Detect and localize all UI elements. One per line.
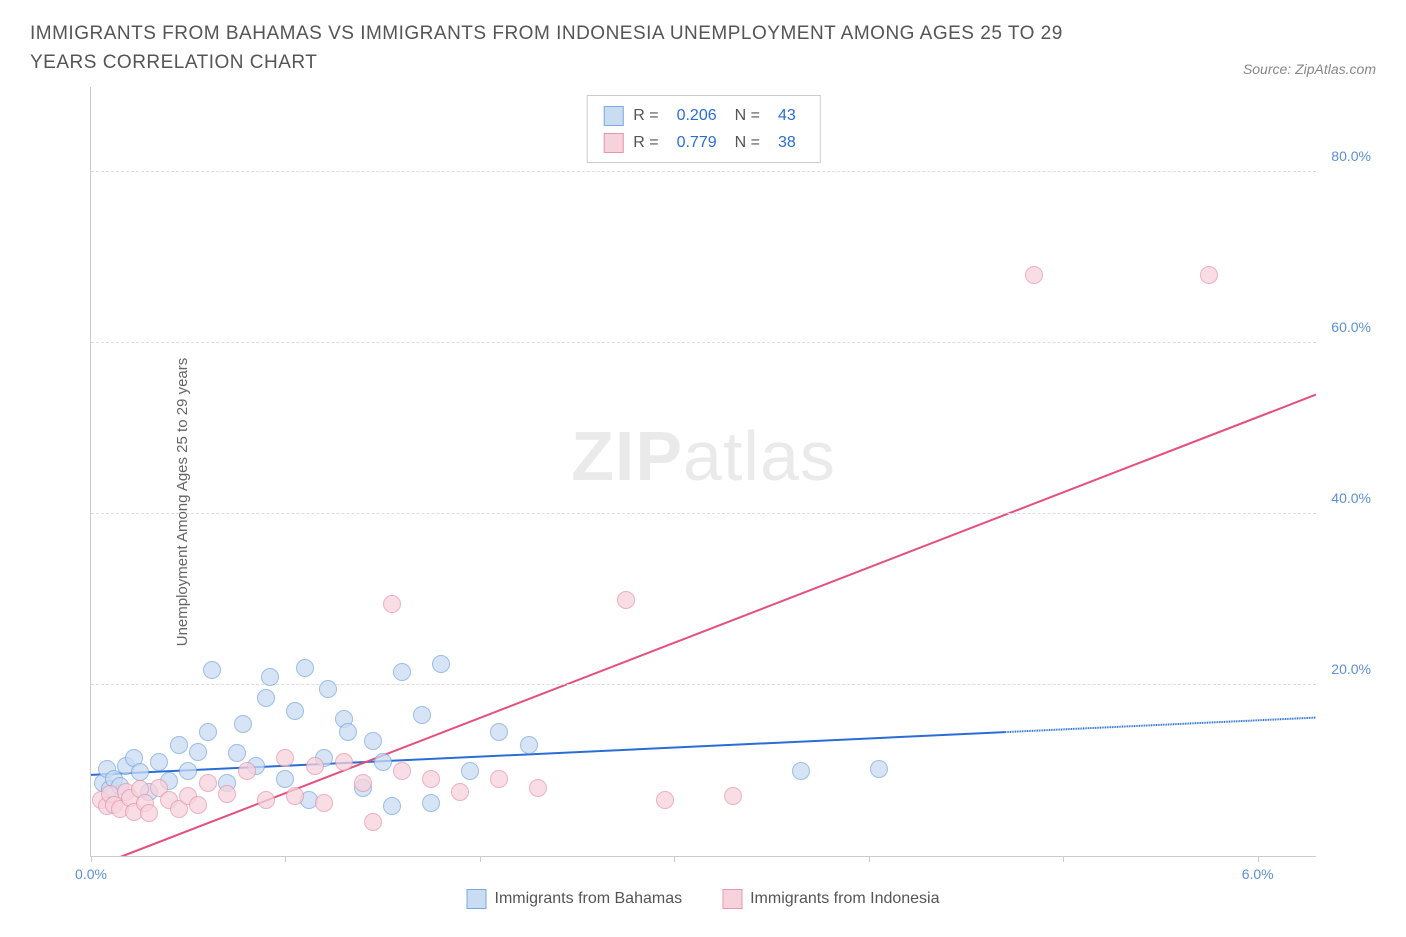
point-bahamas: [286, 702, 304, 720]
point-indonesia: [393, 762, 411, 780]
chart-container: Unemployment Among Ages 25 to 29 years Z…: [30, 87, 1376, 917]
point-bahamas: [234, 715, 252, 733]
point-bahamas: [383, 797, 401, 815]
point-indonesia: [1200, 266, 1218, 284]
point-bahamas: [490, 723, 508, 741]
point-bahamas: [319, 680, 337, 698]
stats-row-bahamas: R = 0.206 N = 43: [603, 102, 804, 129]
point-indonesia: [1025, 266, 1043, 284]
point-bahamas: [199, 723, 217, 741]
r-label: R =: [633, 102, 658, 129]
point-bahamas: [461, 762, 479, 780]
r-value-bahamas: 0.206: [669, 102, 725, 129]
gridline: [91, 513, 1316, 514]
point-indonesia: [354, 774, 372, 792]
point-bahamas: [870, 760, 888, 778]
point-bahamas: [261, 668, 279, 686]
x-tick-label: 0.0%: [75, 866, 107, 882]
x-tick: [91, 856, 92, 862]
swatch-indonesia: [722, 889, 742, 909]
n-label: N =: [735, 129, 760, 156]
chart-title: IMMIGRANTS FROM BAHAMAS VS IMMIGRANTS FR…: [30, 20, 1130, 77]
legend-label-indonesia: Immigrants from Indonesia: [750, 890, 939, 908]
point-bahamas: [792, 762, 810, 780]
point-bahamas: [150, 753, 168, 771]
point-indonesia: [335, 753, 353, 771]
point-bahamas: [374, 753, 392, 771]
point-indonesia: [383, 595, 401, 613]
x-tick-label: 6.0%: [1242, 866, 1274, 882]
point-indonesia: [724, 787, 742, 805]
n-value-bahamas: 43: [770, 102, 804, 129]
point-bahamas: [257, 689, 275, 707]
swatch-indonesia: [603, 133, 623, 153]
trend-lines-svg: [91, 87, 1316, 856]
point-indonesia: [238, 762, 256, 780]
swatch-bahamas: [603, 106, 623, 126]
gridline: [91, 342, 1316, 343]
y-tick-label: 60.0%: [1321, 319, 1371, 335]
point-indonesia: [276, 749, 294, 767]
x-tick: [285, 856, 286, 862]
legend-item-indonesia: Immigrants from Indonesia: [722, 889, 939, 909]
legend-label-bahamas: Immigrants from Bahamas: [494, 890, 682, 908]
point-indonesia: [422, 770, 440, 788]
point-bahamas: [296, 659, 314, 677]
point-bahamas: [203, 661, 221, 679]
plot-area: ZIPatlas R = 0.206 N = 43 R = 0.779 N = …: [90, 87, 1316, 857]
point-indonesia: [451, 783, 469, 801]
point-bahamas: [339, 723, 357, 741]
point-indonesia: [617, 591, 635, 609]
point-indonesia: [490, 770, 508, 788]
watermark: ZIPatlas: [571, 416, 836, 496]
source-attribution: Source: ZipAtlas.com: [1243, 61, 1376, 77]
x-tick: [1258, 856, 1259, 862]
point-indonesia: [529, 779, 547, 797]
point-bahamas: [413, 706, 431, 724]
stats-legend-box: R = 0.206 N = 43 R = 0.779 N = 38: [586, 95, 821, 163]
point-bahamas: [432, 655, 450, 673]
gridline: [91, 171, 1316, 172]
header-row: IMMIGRANTS FROM BAHAMAS VS IMMIGRANTS FR…: [30, 20, 1376, 77]
point-indonesia: [315, 794, 333, 812]
r-label: R =: [633, 129, 658, 156]
point-indonesia: [140, 804, 158, 822]
bottom-legend: Immigrants from Bahamas Immigrants from …: [466, 889, 939, 909]
n-label: N =: [735, 102, 760, 129]
swatch-bahamas: [466, 889, 486, 909]
point-bahamas: [364, 732, 382, 750]
y-tick-label: 40.0%: [1321, 490, 1371, 506]
point-bahamas: [422, 794, 440, 812]
n-value-indonesia: 38: [770, 129, 804, 156]
point-indonesia: [364, 813, 382, 831]
point-bahamas: [520, 736, 538, 754]
point-bahamas: [189, 743, 207, 761]
x-tick: [480, 856, 481, 862]
point-bahamas: [131, 763, 149, 781]
y-tick-label: 80.0%: [1321, 148, 1371, 164]
x-tick: [1063, 856, 1064, 862]
point-bahamas: [170, 736, 188, 754]
point-indonesia: [656, 791, 674, 809]
r-value-indonesia: 0.779: [669, 129, 725, 156]
point-indonesia: [218, 785, 236, 803]
legend-item-bahamas: Immigrants from Bahamas: [466, 889, 682, 909]
point-bahamas: [179, 762, 197, 780]
stats-row-indonesia: R = 0.779 N = 38: [603, 129, 804, 156]
gridline: [91, 684, 1316, 685]
y-tick-label: 20.0%: [1321, 661, 1371, 677]
point-indonesia: [306, 757, 324, 775]
x-tick: [869, 856, 870, 862]
x-tick: [674, 856, 675, 862]
point-indonesia: [286, 787, 304, 805]
point-bahamas: [228, 744, 246, 762]
point-indonesia: [189, 796, 207, 814]
point-indonesia: [199, 774, 217, 792]
point-indonesia: [257, 791, 275, 809]
point-bahamas: [393, 663, 411, 681]
point-bahamas: [276, 770, 294, 788]
